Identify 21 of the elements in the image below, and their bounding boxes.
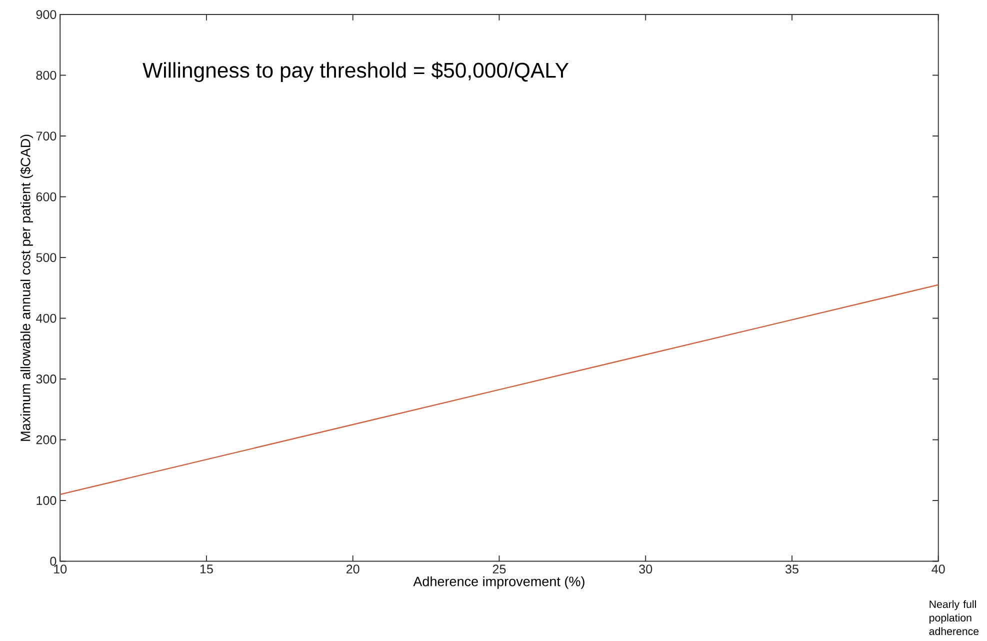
- x-tick-label: 10: [54, 564, 67, 574]
- y-tick-label: 700: [36, 132, 56, 141]
- y-tick-label: 200: [36, 435, 56, 444]
- y-axis-title: Maximum allowable annual cost per patient ($CAD): [20, 134, 33, 441]
- y-tick-label: 800: [36, 70, 56, 80]
- y-tick-label: 500: [36, 253, 56, 262]
- x-tick-label: 15: [200, 564, 213, 574]
- x-axis-title: Adherence improvement (%): [413, 576, 584, 590]
- x-tick-label: 20: [346, 564, 360, 574]
- y-tick-label: 400: [36, 314, 56, 323]
- x-tick-label: 40: [932, 564, 945, 574]
- x-tick-label: 25: [492, 564, 506, 574]
- text: Nearly full poplation adherence: [929, 600, 979, 636]
- y-tick-label: 0: [50, 556, 56, 566]
- y-tick-label: 100: [36, 496, 56, 506]
- x-tick-label: 30: [639, 564, 652, 574]
- y-tick-label: 900: [36, 10, 56, 20]
- y-tick-label: 600: [36, 192, 56, 202]
- y-tick-label: 300: [36, 374, 56, 384]
- x-tick-label: 35: [785, 564, 798, 574]
- text: Willingness to pay threshold = $50,000/QALY: [142, 62, 569, 82]
